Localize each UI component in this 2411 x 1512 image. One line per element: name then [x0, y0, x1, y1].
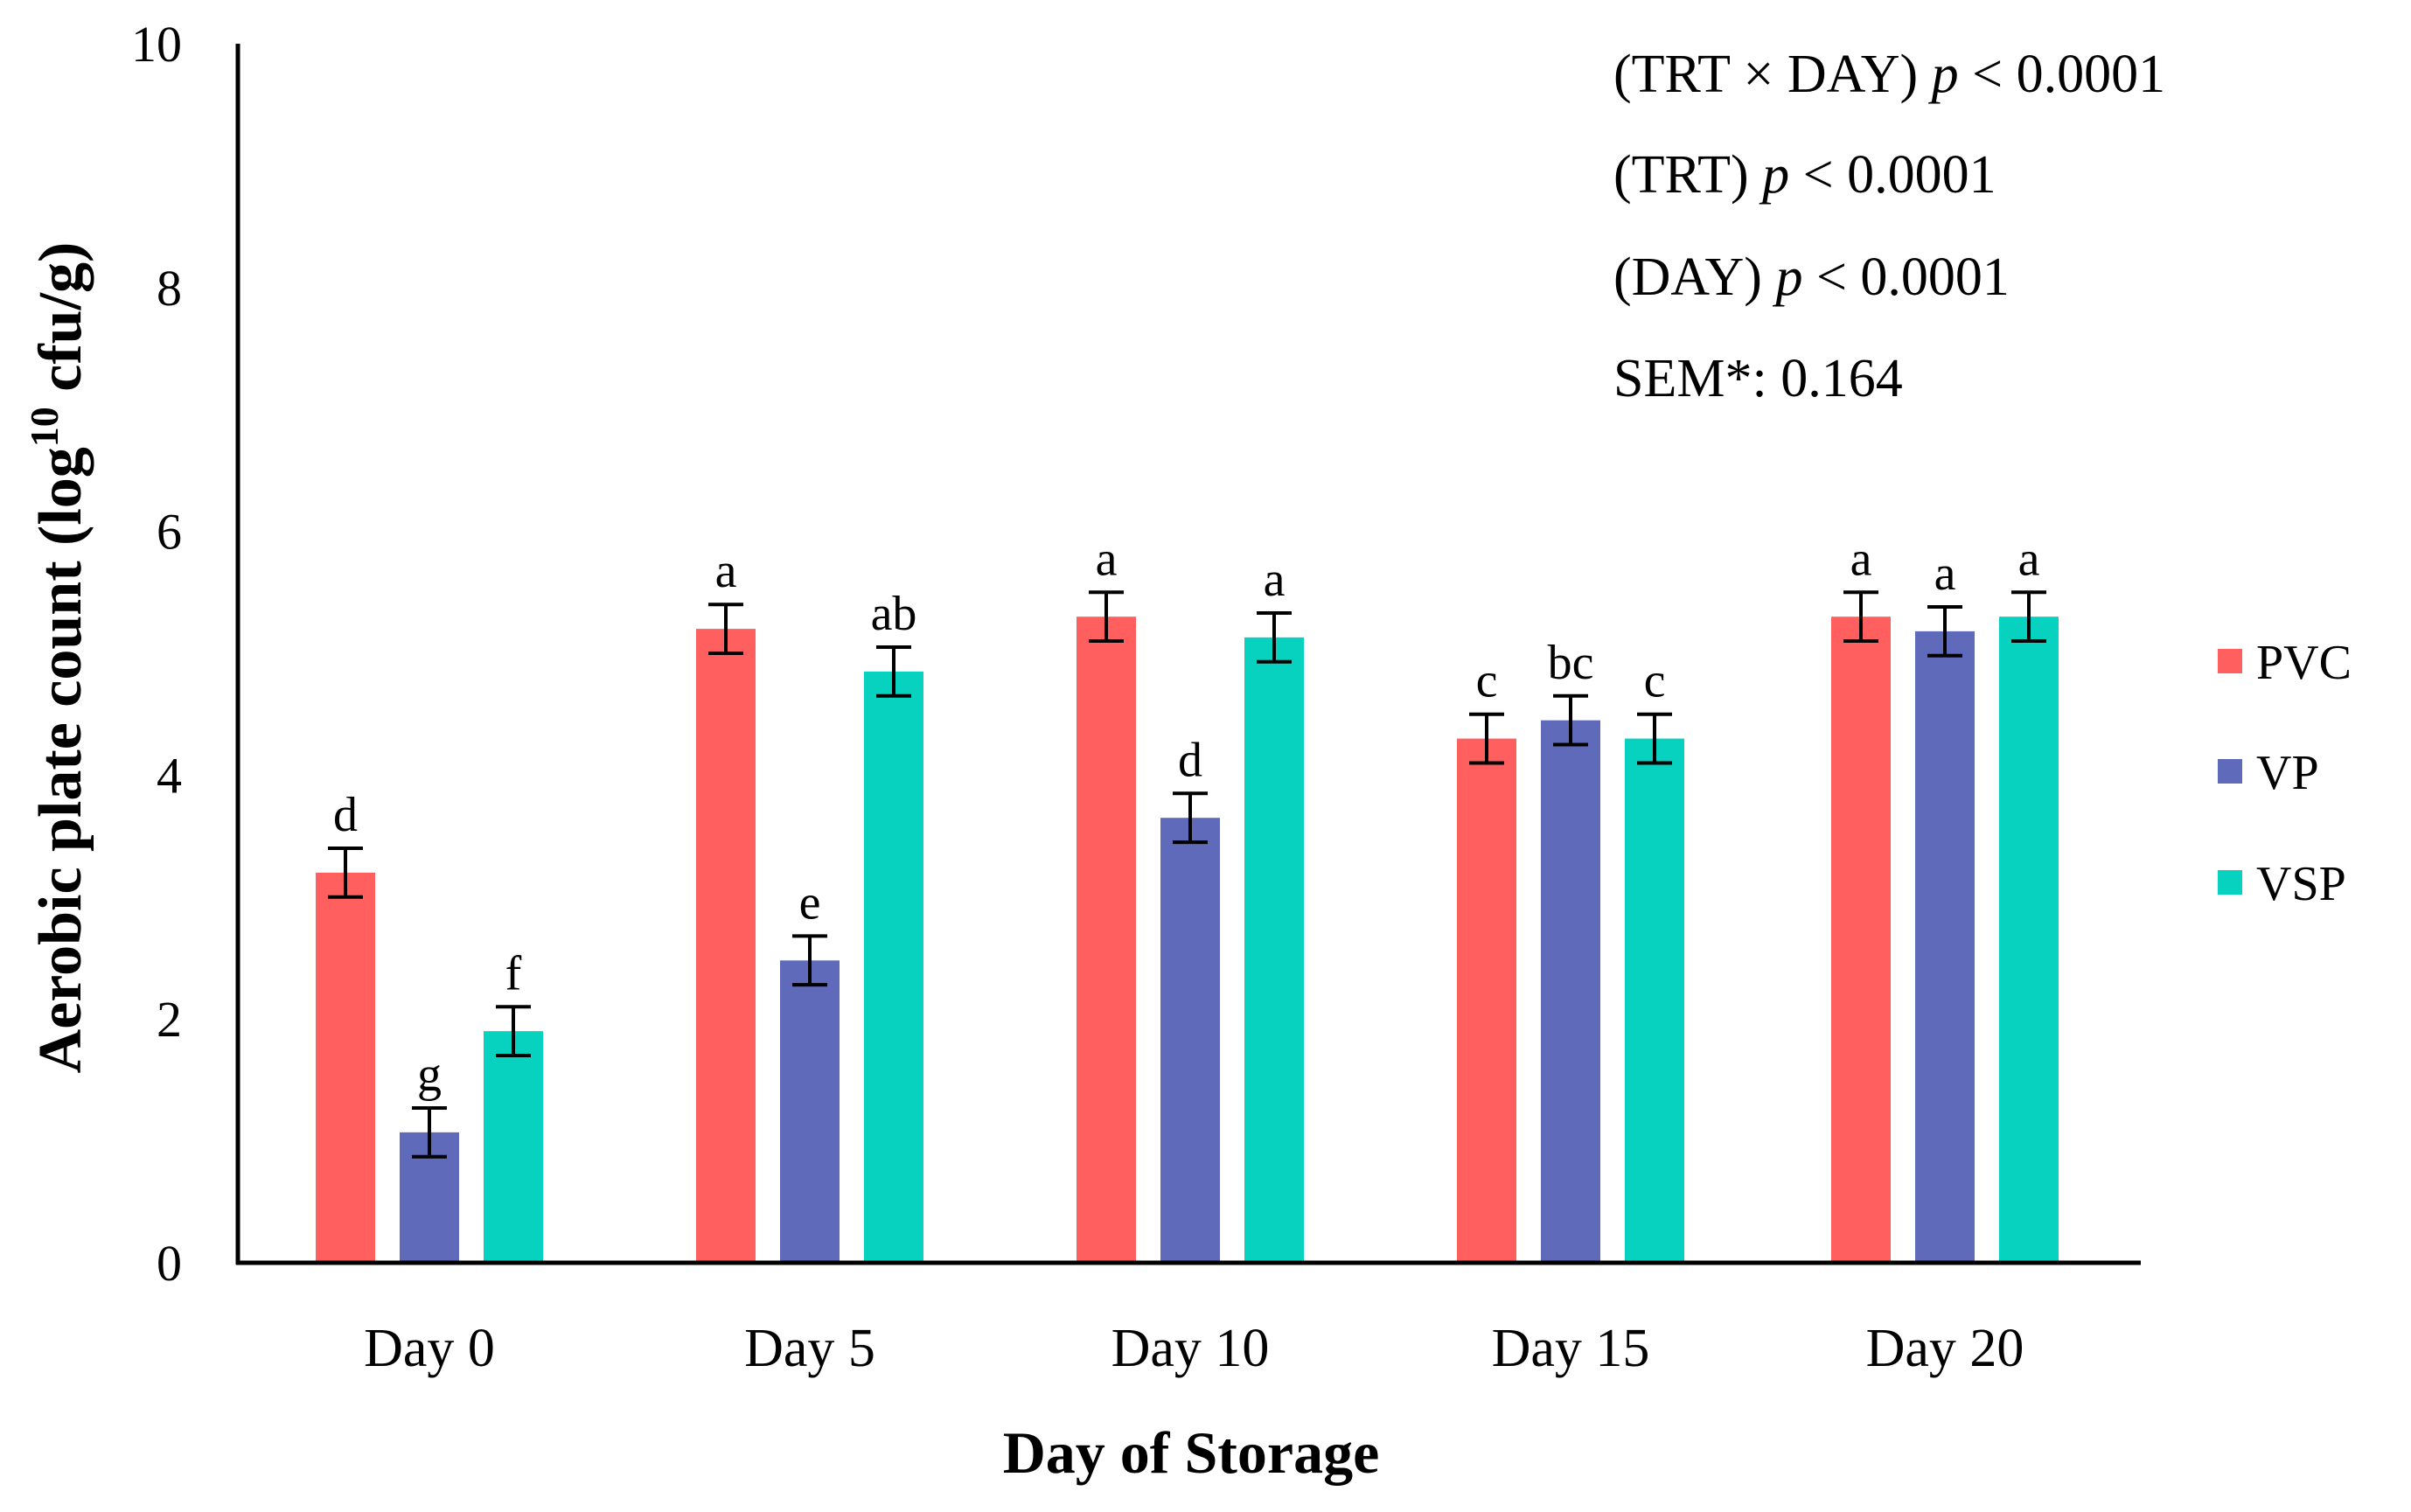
legend-label-vp: VP [2256, 746, 2319, 800]
significance-letter-pvc-4: a [1850, 532, 1872, 586]
y-axis-title-prefix: Aerobic plate count (log [27, 447, 94, 1073]
stat-annotation-value: < 0.0001 [1959, 45, 2165, 104]
legend-swatch-vsp [2218, 870, 2242, 895]
significance-letter-vsp-3: c [1644, 654, 1666, 708]
legend-label-pvc: PVC [2256, 636, 2352, 690]
stat-annotation-0: (TRT × DAY) p < 0.0001 [1613, 45, 2165, 104]
significance-letter-vsp-0: f [505, 946, 522, 1000]
x-category-label-4: Day 20 [1866, 1319, 2024, 1378]
x-category-label-1: Day 5 [744, 1319, 875, 1378]
legend-item-pvc: PVC [2218, 636, 2352, 690]
stat-annotation-label: (TRT) [1613, 145, 1762, 205]
y-tick-label-8: 8 [157, 260, 182, 317]
y-tick-label-4: 4 [157, 747, 182, 804]
significance-letter-vp-2: d [1178, 733, 1202, 787]
significance-letter-pvc-3: c [1476, 654, 1498, 708]
bar-vsp-3 [1625, 738, 1684, 1263]
legend-item-vsp: VSP [2218, 857, 2346, 911]
bar-vp-1 [780, 960, 840, 1263]
bar-vsp-0 [484, 1031, 543, 1263]
error-bar-vsp-3 [1637, 712, 1672, 765]
error-bar-pvc-2 [1089, 590, 1124, 644]
stat-annotation-p: p [1928, 45, 1959, 104]
error-bars-layer [328, 590, 2046, 1159]
legend-item-vp: VP [2218, 746, 2319, 800]
stat-annotation-label: SEM*: 0.164 [1613, 349, 1903, 408]
significance-letter-vp-1: e [799, 875, 821, 930]
bar-vsp-2 [1244, 637, 1304, 1263]
stat-annotation-1: (TRT) p < 0.0001 [1613, 145, 1996, 205]
bar-pvc-2 [1077, 617, 1136, 1263]
y-tick-label-2: 2 [157, 991, 182, 1048]
y-tick-label-10: 10 [131, 16, 182, 73]
legend-label-vsp: VSP [2256, 857, 2346, 911]
x-category-label-3: Day 15 [1492, 1319, 1650, 1378]
axes-layer [235, 44, 2141, 1265]
significance-letter-vp-3: bc [1548, 636, 1594, 690]
significance-letter-vp-0: g [417, 1048, 442, 1102]
bar-pvc-1 [696, 629, 756, 1263]
bar-pvc-3 [1457, 738, 1516, 1263]
legend-swatch-pvc [2218, 649, 2242, 673]
significance-letter-pvc-1: a [715, 544, 737, 598]
error-bar-vsp-4 [2011, 590, 2046, 644]
significance-letter-pvc-0: d [333, 788, 358, 842]
x-category-label-0: Day 0 [364, 1319, 495, 1378]
stat-annotation-3: SEM*: 0.164 [1613, 349, 1903, 408]
x-axis-title: Day of Storage [1003, 1419, 1380, 1486]
stat-annotation-2: (DAY) p < 0.0001 [1613, 247, 2010, 307]
stat-annotation-label: (DAY) [1613, 247, 1775, 307]
significance-letter-vsp-1: ab [871, 587, 917, 641]
stat-annotation-value: < 0.0001 [1789, 145, 1996, 205]
bar-vsp-4 [1999, 617, 2059, 1263]
error-bar-vsp-2 [1257, 610, 1292, 664]
significance-letter-vsp-2: a [1264, 553, 1286, 607]
y-axis-title-suffix: cfu/g) [27, 242, 94, 408]
stat-annotation-p: p [1772, 247, 1802, 307]
x-category-label-2: Day 10 [1111, 1319, 1270, 1378]
error-bar-vp-0 [412, 1105, 447, 1159]
error-bar-vsp-1 [876, 645, 911, 698]
error-bar-pvc-4 [1843, 590, 1878, 644]
significance-letters-layer: d a a c a g e d bc a f ab a c a [333, 532, 2040, 1102]
significance-letter-vsp-4: a [2018, 532, 2040, 586]
significance-letter-pvc-2: a [1096, 532, 1118, 586]
bar-vp-4 [1915, 631, 1975, 1263]
bar-vp-2 [1160, 818, 1220, 1263]
y-tick-label-6: 6 [157, 504, 182, 561]
bars-layer [316, 617, 2059, 1263]
error-bar-vp-4 [1927, 605, 1962, 658]
error-bar-vp-3 [1553, 693, 1588, 747]
bar-pvc-0 [316, 872, 375, 1263]
error-bar-vsp-0 [496, 1005, 531, 1058]
bar-vsp-1 [864, 671, 923, 1263]
y-tick-labels: 0 2 4 6 8 10 [131, 16, 182, 1292]
error-bar-pvc-3 [1469, 712, 1504, 765]
legend: PVC VP VSP [2218, 636, 2352, 911]
error-bar-pvc-0 [328, 847, 363, 899]
stat-annotation-value: < 0.0001 [1802, 247, 2009, 307]
error-bar-pvc-1 [708, 603, 743, 655]
stat-annotation-label: (TRT × DAY) [1613, 45, 1932, 104]
x-category-labels: Day 0 Day 5 Day 10 Day 15 Day 20 [364, 1319, 2024, 1378]
error-bar-vp-1 [792, 934, 827, 987]
significance-letter-vp-4: a [1934, 547, 1956, 601]
error-bar-vp-2 [1173, 791, 1208, 845]
y-tick-label-0: 0 [157, 1235, 182, 1292]
statistics-annotations: (TRT × DAY) p < 0.0001(TRT) p < 0.0001(D… [1613, 45, 2165, 408]
bar-pvc-4 [1831, 617, 1891, 1263]
y-axis-title: Aerobic plate count (log10 cfu/g) [22, 242, 94, 1074]
bar-vp-3 [1541, 720, 1600, 1263]
y-axis-title-superscript: 10 [22, 407, 66, 447]
legend-swatch-vp [2218, 759, 2242, 784]
stat-annotation-p: p [1759, 145, 1789, 205]
